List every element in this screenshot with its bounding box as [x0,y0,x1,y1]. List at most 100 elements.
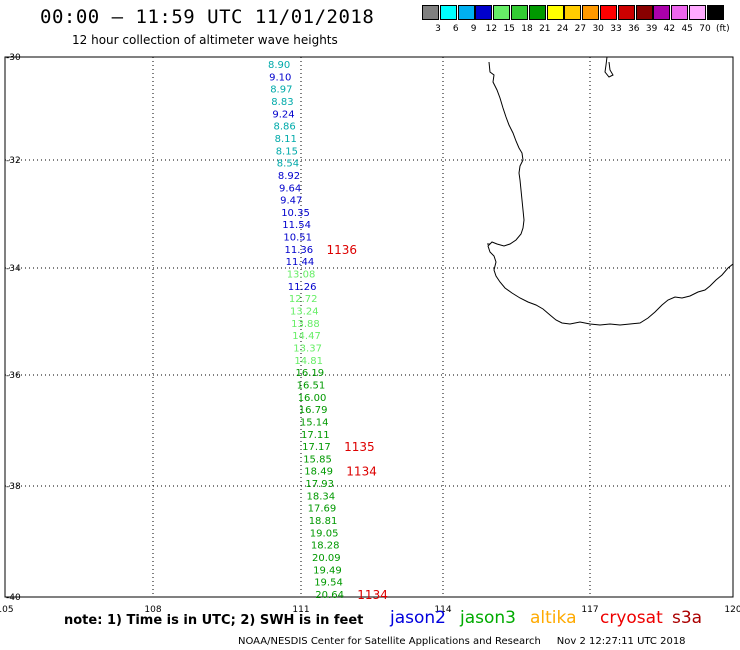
wave-height-label: 17.17 [302,442,331,453]
map-subtitle: 12 hour collection of altimeter wave hei… [72,33,338,47]
wave-height-label: 8.90 [268,60,290,71]
scale-swatch [617,5,635,20]
scale-label: 33 [610,24,622,34]
wave-height-label: 17.69 [308,504,337,515]
wave-height-label: 8.97 [270,85,292,96]
wave-height-label: 19.05 [310,528,339,539]
wave-height-label: 15.14 [300,417,329,428]
wave-height-label: 9.47 [280,196,302,207]
wave-height-label: 8.15 [276,146,298,157]
wave-height-label: 18.81 [309,516,338,527]
wave-height-label: 15.85 [303,454,332,465]
scale-swatch [528,5,546,20]
wave-height-label: 12.72 [289,294,318,305]
scale-swatch [582,5,600,20]
scale-label: 30 [592,24,604,34]
time-label: 1134 [357,588,388,602]
time-labels: 1136 1135 1134 1134 [327,243,388,602]
wave-height-label: 11.36 [285,245,314,256]
satellite-legend-item: jason3 [460,608,516,628]
scale-label: 21 [539,24,551,34]
latitude-tick-label: -38 [6,482,21,492]
wave-height-label: 14.47 [292,331,321,342]
scale-label: 6 [452,24,459,34]
graticule: 105 108 111 114 117 120 -30 -32 -34 -36 -38 -40 [0,53,740,615]
wave-height-label: 10.51 [283,233,312,244]
wave-height-label: 16.00 [298,393,327,404]
wave-height-label: 20.09 [312,553,341,564]
scale-swatch [493,5,511,20]
wave-height-label: 16.79 [299,405,328,416]
scale-swatch [439,5,457,20]
australia-coastline [487,61,734,326]
scale-label: 39 [645,24,658,34]
map-title: 00:00 – 11:59 UTC 11/01/2018 [40,6,375,28]
scale-swatch [600,5,617,20]
satellite-legend-item: cryosat [600,608,663,628]
wave-height-label: 11.26 [288,282,317,293]
scale-swatch [422,5,439,20]
satellite-legend-item: s3a [672,608,703,628]
scale-swatch [564,5,582,20]
wave-height-label: 16.19 [296,368,325,379]
wave-height-label: 17.11 [301,430,330,441]
scale-label: 18 [521,24,533,34]
wave-height-label: 8.11 [275,134,297,145]
wave-height-label: 17.93 [305,479,334,490]
scale-label: 24 [556,24,569,34]
longitude-tick-label: 105 [0,605,14,615]
scale-label: 12 [485,24,498,34]
scale-label: 42 [663,24,676,34]
wave-height-label: 19.54 [314,578,343,589]
wave-height-label: 13.88 [291,319,320,330]
latitude-tick-label: -34 [6,264,21,274]
scale-label: 36 [628,24,640,34]
scale-swatch [511,5,528,20]
longitude-tick-label: 114 [434,605,451,615]
wave-height-label: 19.49 [313,565,342,576]
wave-height-label: 11.54 [282,220,311,231]
wave-height-label: 9.24 [272,109,294,120]
time-label: 1135 [344,440,375,454]
longitude-tick-label: 117 [581,605,598,615]
scale-swatch [475,5,493,20]
scale-label: 45 [681,24,693,34]
wave-height-label: 16.51 [297,380,326,391]
wave-height-label: 13.24 [290,307,319,318]
wave-height-label: 8.86 [274,122,296,133]
note-text: note: 1) Time is in UTC; 2) SWH is in fe… [64,613,364,628]
longitude-tick-label: 108 [144,605,161,615]
wave-height-label: 13.37 [293,343,322,354]
wave-height-label: 18.49 [304,467,333,478]
wave-height-label: 9.10 [269,72,291,83]
scale-swatch [546,5,564,20]
footer-credit: NOAA/NESDIS Center for Satellite Applica… [238,636,686,647]
longitude-tick-label: 111 [292,605,309,615]
satellite-legend-item: jason2 [390,608,446,628]
wave-height-label: 8.92 [278,171,300,182]
credit-text: NOAA/NESDIS Center for Satellite Applica… [238,636,541,647]
scale-swatch [689,5,706,20]
latitude-tick-label: -40 [6,593,21,603]
wave-height-label: 9.64 [279,183,301,194]
scale-label: (ft) [716,24,730,34]
scale-label: 70 [699,24,711,34]
map-frame [4,56,734,598]
wave-height-label: 8.83 [271,97,293,108]
time-label: 1134 [346,465,377,479]
scale-swatch [706,5,724,20]
longitude-tick-label: 120 [724,605,740,615]
wave-height-label: 20.64 [315,590,344,601]
altimeter-track: 8.909.10 8.978.839.24 8.868.118.15 8.548.92… [268,60,344,601]
latitude-tick-label: -36 [6,371,21,381]
satellite-legend-item: altika [530,608,577,628]
time-label: 1136 [327,243,358,257]
latitude-tick-label: -32 [6,156,21,166]
wave-height-label: 8.54 [277,159,299,170]
kangaroo-inlet [604,56,614,78]
scale-swatch [635,5,653,20]
scale-label: 27 [574,24,587,34]
wave-height-label: 18.28 [311,541,340,552]
scale-swatch [653,5,671,20]
